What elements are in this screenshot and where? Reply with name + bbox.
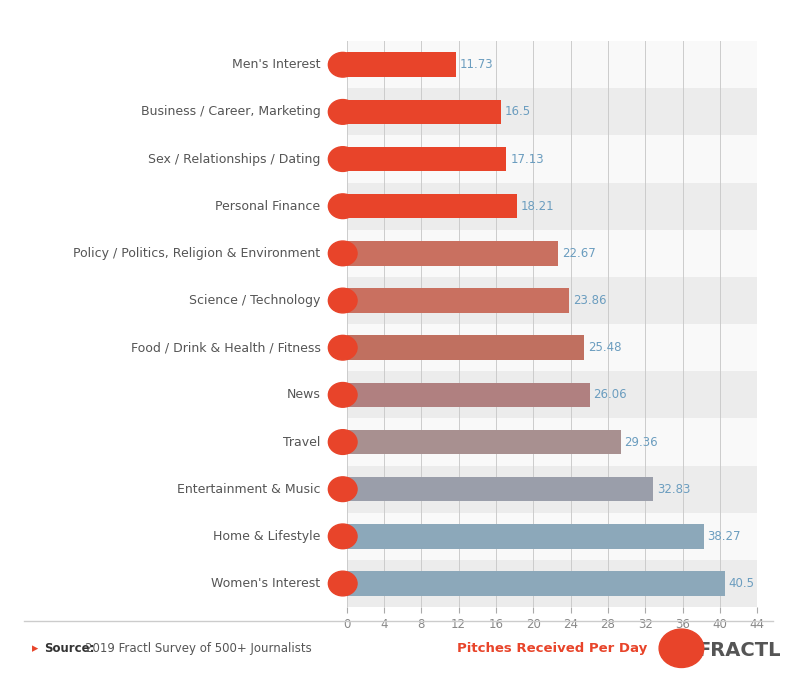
Bar (347, 194, 516, 219)
Bar (347, 324, 757, 371)
Text: 32.83: 32.83 (657, 483, 690, 496)
Bar (347, 371, 757, 418)
Bar (347, 277, 757, 324)
Bar (347, 88, 757, 136)
Text: Sex / Relationships / Dating: Sex / Relationships / Dating (148, 152, 320, 165)
Bar (347, 182, 757, 230)
Bar (347, 335, 584, 360)
Bar (347, 288, 569, 313)
Bar (347, 230, 757, 277)
Bar (347, 41, 757, 88)
Text: News: News (286, 388, 320, 401)
Text: 16.5: 16.5 (505, 106, 531, 119)
Text: ▸: ▸ (32, 642, 42, 654)
Text: Policy / Politics, Religion & Environment: Policy / Politics, Religion & Environmen… (73, 247, 320, 260)
Text: Business / Career, Marketing: Business / Career, Marketing (140, 106, 320, 119)
Text: 18.21: 18.21 (520, 200, 554, 213)
Bar (347, 524, 704, 549)
Text: 29.36: 29.36 (624, 436, 658, 449)
Bar (347, 53, 456, 77)
Bar (347, 383, 590, 407)
Bar (347, 136, 757, 182)
Text: Source:: Source: (44, 642, 94, 654)
Bar (347, 241, 558, 265)
Text: Travel: Travel (283, 436, 320, 449)
Text: 2019 Fractl Survey of 500+ Journalists: 2019 Fractl Survey of 500+ Journalists (85, 642, 312, 654)
Text: Men's Interest: Men's Interest (232, 58, 320, 71)
Bar (347, 466, 757, 513)
Bar (347, 560, 757, 607)
Bar (347, 430, 621, 454)
Text: 26.06: 26.06 (594, 388, 627, 401)
Text: Science / Technology: Science / Technology (189, 294, 320, 307)
Text: Food / Drink & Health / Fitness: Food / Drink & Health / Fitness (131, 341, 320, 354)
Bar (347, 147, 506, 172)
Text: Home & Lifestyle: Home & Lifestyle (213, 530, 320, 543)
Text: 22.67: 22.67 (562, 247, 595, 260)
Bar (347, 99, 501, 124)
Text: 40.5: 40.5 (728, 577, 754, 590)
Bar (347, 418, 757, 466)
Text: 23.86: 23.86 (573, 294, 607, 307)
Text: Women's Interest: Women's Interest (211, 577, 320, 590)
Text: FRACTL: FRACTL (697, 641, 781, 660)
X-axis label: Pitches Received Per Day: Pitches Received Per Day (457, 641, 647, 654)
Text: 17.13: 17.13 (510, 152, 544, 165)
Text: 11.73: 11.73 (460, 58, 493, 71)
Text: Entertainment & Music: Entertainment & Music (177, 483, 320, 496)
Bar (347, 571, 724, 596)
Bar (347, 513, 757, 560)
Text: Personal Finance: Personal Finance (215, 200, 320, 213)
Bar (347, 477, 653, 501)
Text: 38.27: 38.27 (708, 530, 741, 543)
Text: 25.48: 25.48 (588, 341, 622, 354)
